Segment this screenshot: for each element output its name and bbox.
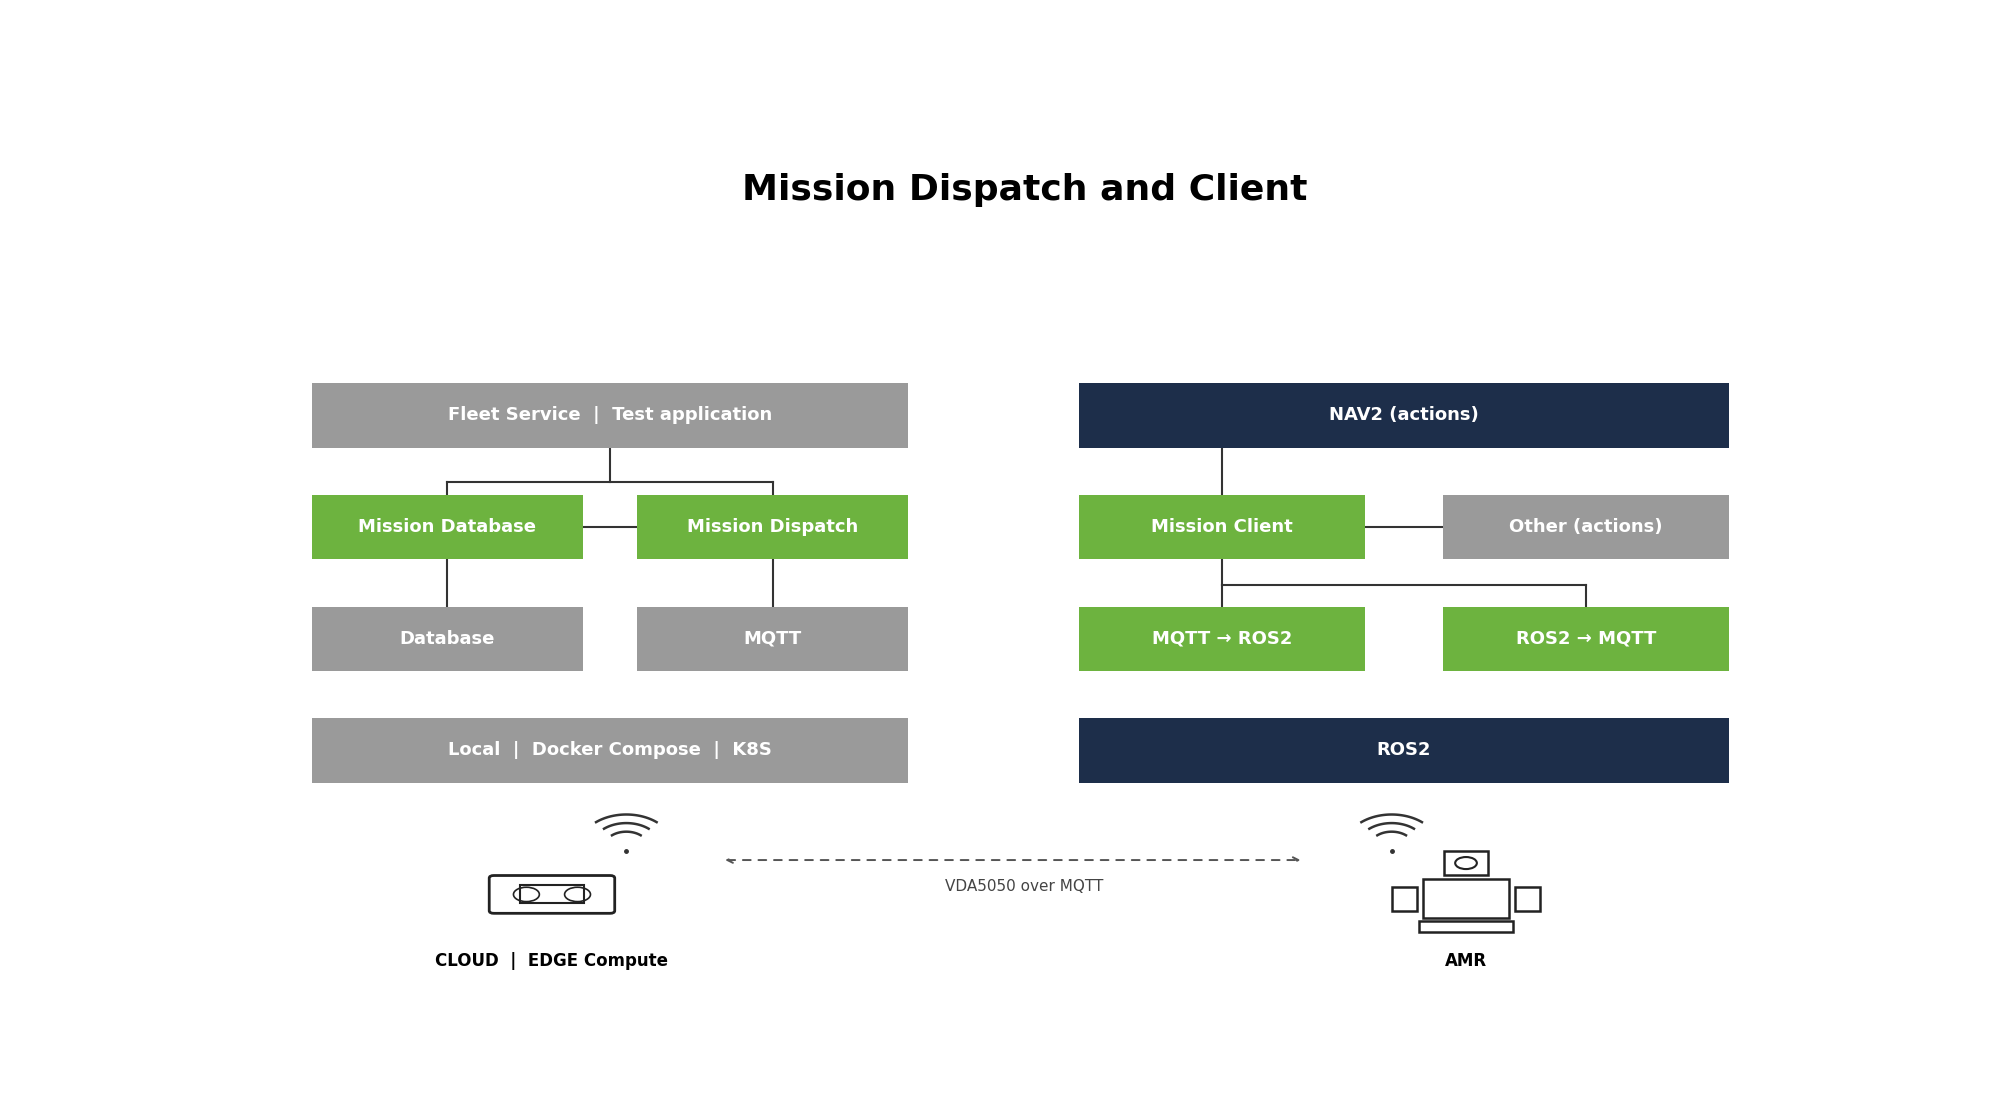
Bar [1079,494,1365,559]
Bar [637,607,907,671]
Bar [637,494,907,559]
Bar [1443,607,1728,671]
Text: VDA5050 over MQTT: VDA5050 over MQTT [945,879,1103,894]
Bar [519,885,583,903]
Bar [1423,879,1508,918]
Bar [1079,383,1728,448]
Bar [1079,607,1365,671]
Text: CLOUD  |  EDGE Compute: CLOUD | EDGE Compute [436,952,667,970]
Bar [312,383,907,448]
Bar [1445,852,1487,875]
Text: Database: Database [400,629,496,647]
Text: ROS2: ROS2 [1377,741,1431,760]
Text: Mission Dispatch and Client: Mission Dispatch and Client [741,173,1307,206]
Bar [1419,922,1512,932]
Text: NAV2 (actions): NAV2 (actions) [1329,406,1479,424]
Text: Mission Database: Mission Database [358,518,535,536]
Text: Mission Dispatch: Mission Dispatch [687,518,857,536]
Bar [312,607,583,671]
Text: AMR: AMR [1445,952,1487,970]
Bar [312,719,907,782]
Bar [1443,494,1728,559]
Bar [1393,887,1417,911]
Bar [1514,887,1538,911]
Bar [312,494,583,559]
Text: Mission Client: Mission Client [1151,518,1293,536]
Text: Local  |  Docker Compose  |  K8S: Local | Docker Compose | K8S [448,741,771,760]
Text: Other (actions): Other (actions) [1508,518,1662,536]
Text: MQTT: MQTT [743,629,801,647]
Bar [1079,719,1728,782]
Text: ROS2 → MQTT: ROS2 → MQTT [1514,629,1656,647]
Text: Fleet Service  |  Test application: Fleet Service | Test application [448,406,771,424]
Text: MQTT → ROS2: MQTT → ROS2 [1151,629,1291,647]
